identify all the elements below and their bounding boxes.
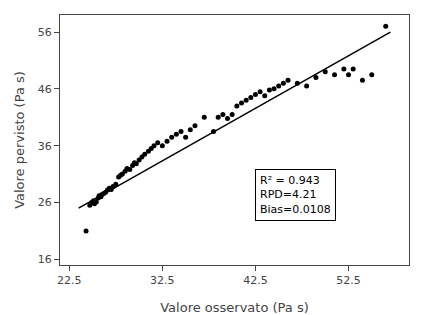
svg-text:36: 36: [38, 140, 52, 153]
svg-text:R² = 0.943RPD=4.21Bias=0.0108: R² = 0.943RPD=4.21Bias=0.0108: [260, 174, 331, 216]
svg-text:Valore osservato (Pa s): Valore osservato (Pa s): [160, 300, 309, 315]
svg-text:42.5: 42.5: [243, 274, 268, 287]
svg-text:26: 26: [38, 196, 52, 209]
svg-text:52.5: 52.5: [336, 274, 361, 287]
svg-text:Valore pervisto (Pa s): Valore pervisto (Pa s): [12, 71, 27, 209]
svg-text:22.5: 22.5: [57, 274, 82, 287]
svg-text:46: 46: [38, 83, 52, 96]
svg-text:16: 16: [38, 253, 52, 266]
svg-text:56: 56: [38, 26, 52, 39]
svg-text:32.5: 32.5: [150, 274, 175, 287]
